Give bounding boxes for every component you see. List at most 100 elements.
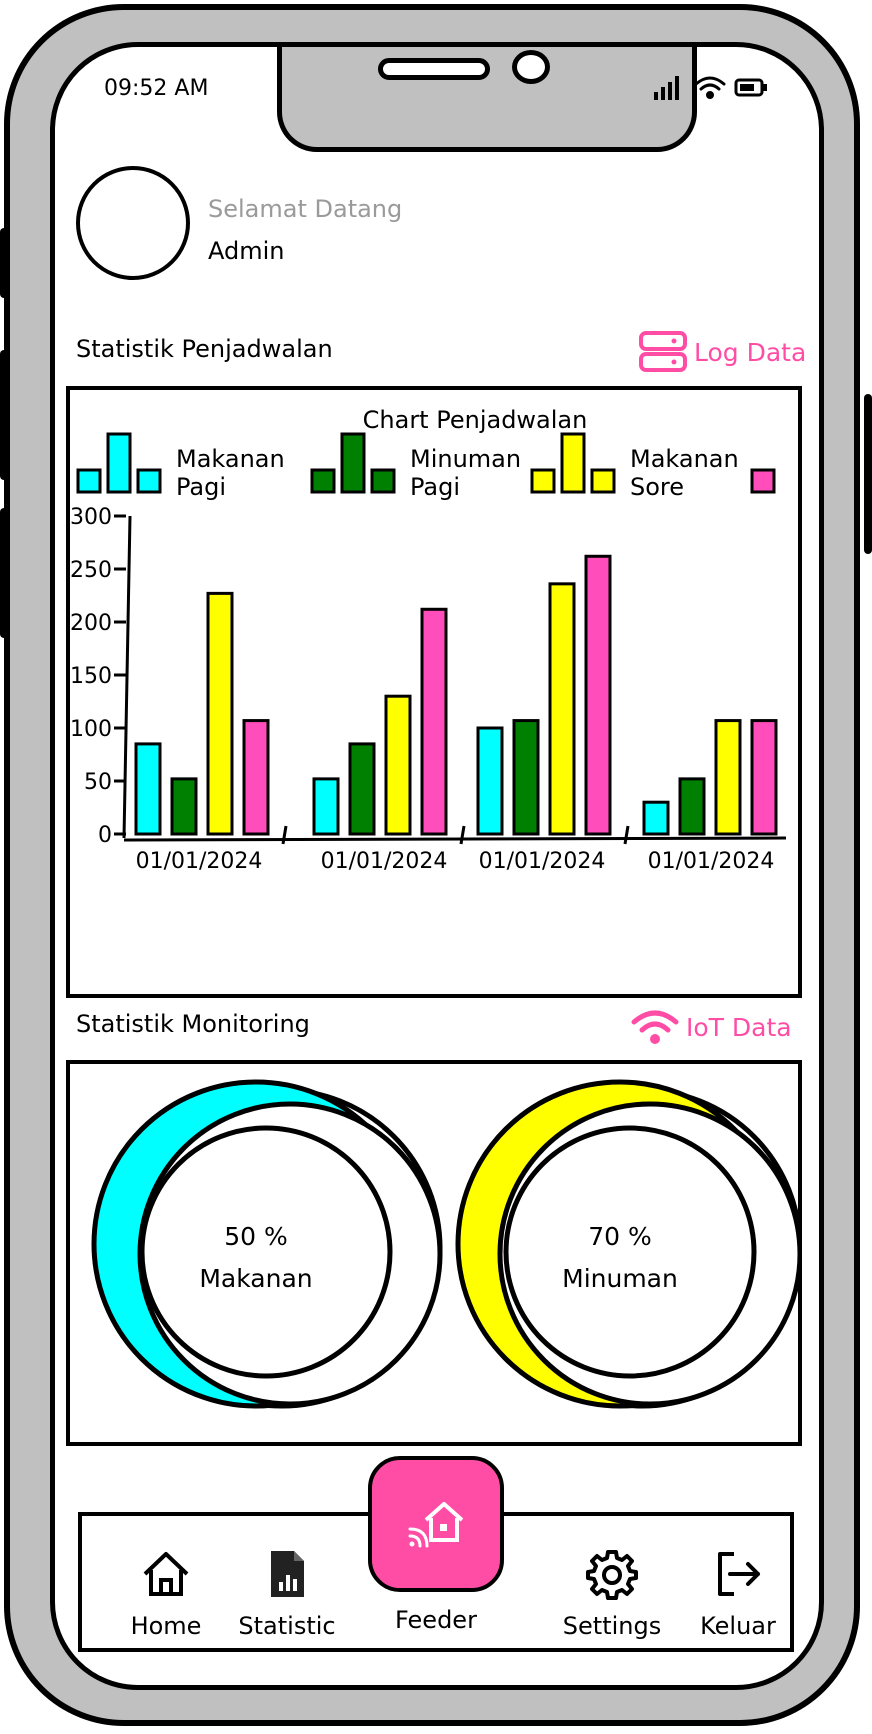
legend-swatch <box>590 468 616 494</box>
nav-home[interactable]: Home <box>116 1516 216 1656</box>
gear-icon <box>586 1550 638 1600</box>
chart-bar <box>642 800 670 836</box>
chart-bar <box>750 719 778 836</box>
legend-item <box>750 468 776 494</box>
legend-swatch <box>106 432 132 494</box>
gauges <box>91 1079 802 1409</box>
status-time: 09:52 AM <box>104 76 209 101</box>
y-tick-label: 0 <box>98 823 112 848</box>
chart-bar <box>206 591 234 836</box>
signal-icon <box>654 76 679 100</box>
chart-bar <box>134 742 162 836</box>
y-tick-label: 250 <box>70 558 112 583</box>
log-data-label: Log Data <box>694 337 807 367</box>
report-file-icon <box>271 1551 304 1597</box>
chart-bar <box>512 719 540 836</box>
legend-swatch <box>340 432 366 494</box>
camera <box>512 50 550 84</box>
smart-home-icon <box>408 1502 464 1548</box>
chart-x-labels: 01/01/2024 01/01/2024 01/01/2024 01/01/2024 <box>136 849 775 874</box>
chart-bar <box>384 694 412 836</box>
gauge-inner <box>503 1125 757 1379</box>
nav-settings[interactable]: Settings <box>552 1516 672 1656</box>
legend-label: Pagi <box>176 473 226 501</box>
nav-home-label: Home <box>130 1612 202 1640</box>
gauge-food-value: 50 % <box>224 1222 288 1251</box>
x-tick-label: 01/01/2024 <box>136 849 263 874</box>
x-tick <box>459 825 466 845</box>
chart-bar <box>420 607 448 836</box>
gauge-drink-label: Minuman <box>562 1264 678 1293</box>
legend-swatch <box>310 468 336 494</box>
iot-data-link[interactable]: IoT Data <box>630 1008 792 1046</box>
log-data-link[interactable]: Log Data <box>638 330 806 374</box>
home-icon <box>143 1552 189 1596</box>
y-tick-label: 150 <box>70 664 112 689</box>
battery-icon <box>734 78 767 97</box>
legend-label: Sore <box>630 473 684 501</box>
avatar[interactable] <box>76 166 190 280</box>
status-icons <box>654 76 767 100</box>
x-tick-label: 01/01/2024 <box>648 849 775 874</box>
feeder-button[interactable] <box>368 1456 504 1592</box>
chart-bar <box>548 582 576 836</box>
chart-bar <box>678 777 706 836</box>
legend-swatch <box>530 468 556 494</box>
legend-swatch <box>370 468 396 494</box>
gauge <box>455 1079 802 1409</box>
username-text: Admin <box>208 237 285 265</box>
wifi-icon <box>694 76 726 99</box>
iot-data-label: IoT Data <box>686 1012 792 1042</box>
chart-bar <box>170 777 198 836</box>
legend-swatch <box>76 468 102 494</box>
legend-swatch <box>136 468 162 494</box>
nav-logout-label: Keluar <box>700 1612 776 1640</box>
server-icon <box>639 331 687 372</box>
x-tick-label: 01/01/2024 <box>321 849 448 874</box>
nav-statistic-label: Statistic <box>238 1612 336 1640</box>
gauge-drink-value: 70 % <box>588 1222 652 1251</box>
nav-statistic[interactable]: Statistic <box>232 1516 342 1656</box>
nav-settings-label: Settings <box>562 1612 662 1640</box>
schedule-chart: Chart Penjadwalan MakananPagiMinumanPagi… <box>70 406 787 874</box>
chart-bar <box>312 777 340 836</box>
chart-bar <box>714 719 742 836</box>
chart-bar <box>348 742 376 836</box>
legend-swatch <box>750 468 776 494</box>
y-tick-label: 200 <box>70 611 112 636</box>
speaker <box>378 58 490 80</box>
nav-feeder-label: Feeder <box>395 1606 477 1634</box>
chart-bar <box>584 554 612 836</box>
notch <box>277 47 697 152</box>
chart-title: Chart Penjadwalan <box>363 406 588 434</box>
chart-bar <box>242 719 270 836</box>
chart-axes: 0 50 100 150 200 250 300 <box>70 505 787 848</box>
schedule-section-title: Statistik Penjadwalan <box>76 335 333 363</box>
x-axis <box>123 836 787 842</box>
wifi-signal-icon <box>631 1010 679 1044</box>
y-axis <box>122 515 132 839</box>
y-tick-label: 300 <box>70 505 112 530</box>
monitoring-section-title: Statistik Monitoring <box>76 1010 310 1038</box>
greeting-text: Selamat Datang <box>208 195 403 223</box>
legend-swatch <box>560 432 586 494</box>
y-tick-label: 50 <box>84 770 112 795</box>
x-tick <box>623 825 630 845</box>
chart-bars <box>134 554 778 845</box>
nav-logout[interactable]: Keluar <box>688 1516 788 1656</box>
gauge-food-label: Makanan <box>199 1264 313 1293</box>
x-tick <box>281 825 288 845</box>
side-button-right <box>864 394 872 554</box>
y-tick-label: 100 <box>70 717 112 742</box>
legend-label: Minuman <box>410 445 521 473</box>
x-tick-label: 01/01/2024 <box>479 849 606 874</box>
legend-label: Makanan <box>176 445 285 473</box>
gauge-inner <box>139 1125 393 1379</box>
gauge <box>91 1079 443 1409</box>
logout-icon <box>718 1552 760 1596</box>
legend-label: Makanan <box>630 445 739 473</box>
